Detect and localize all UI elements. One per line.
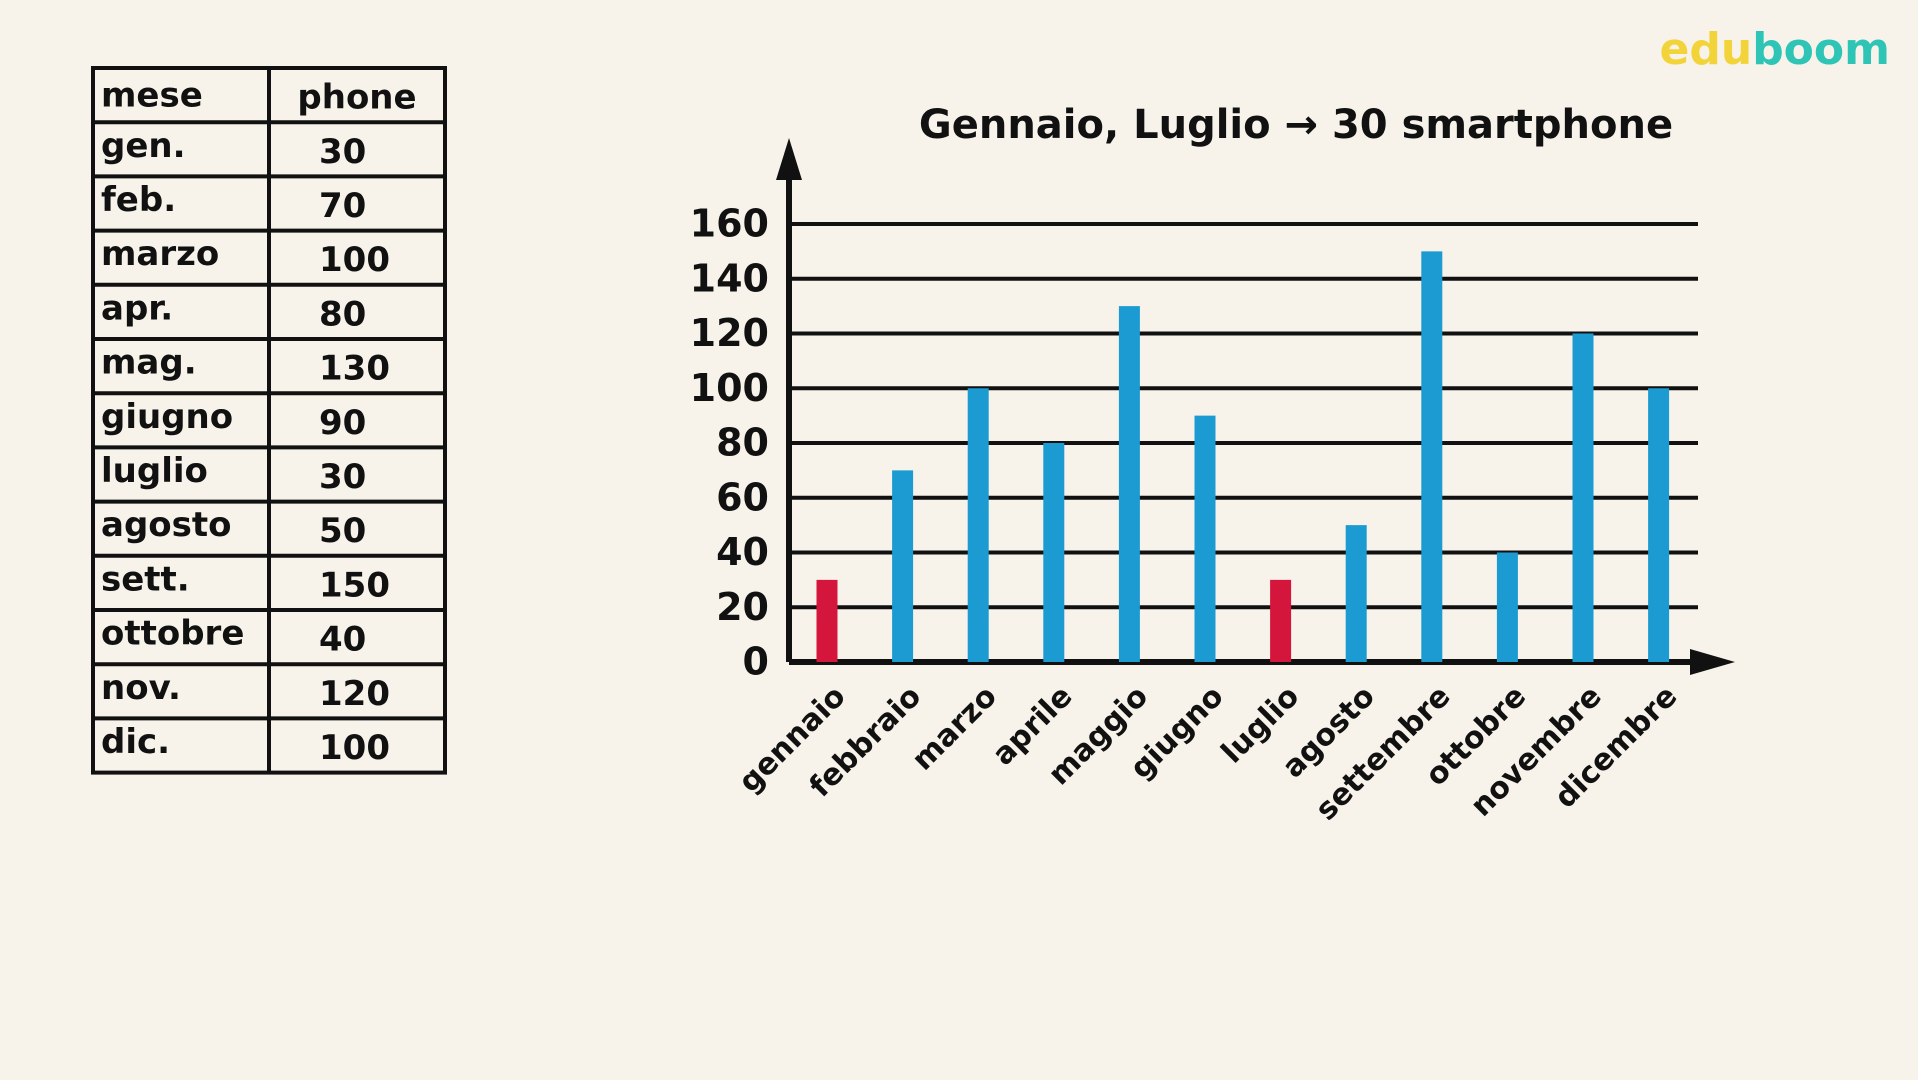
bar: [1421, 251, 1443, 662]
table-cell: 80: [319, 294, 366, 334]
y-axis-arrow: [776, 138, 802, 180]
table-cell: 100: [319, 240, 390, 280]
y-tick-label: 0: [743, 640, 769, 684]
logo-part: edu: [1660, 24, 1753, 75]
axes: [776, 138, 1735, 675]
x-axis-arrow: [1690, 649, 1735, 675]
bar: [1043, 443, 1065, 662]
y-tick-label: 100: [690, 366, 769, 410]
y-tick-label: 60: [716, 475, 769, 519]
table-cell: agosto: [101, 505, 232, 545]
table-header: phone: [297, 78, 416, 118]
table-cell: 50: [319, 511, 366, 551]
table-cell: mag.: [101, 343, 197, 383]
table-cell: apr.: [101, 288, 173, 328]
y-tick-label: 40: [716, 530, 769, 574]
table-cell: 30: [319, 457, 366, 497]
y-tick-label: 80: [716, 421, 769, 465]
table-cell: 30: [319, 132, 366, 172]
y-tick-label: 120: [690, 311, 769, 355]
table-cell: giugno: [101, 397, 233, 437]
bar: [816, 579, 838, 662]
table-cell: sett.: [101, 559, 190, 599]
table-cell: 120: [319, 674, 390, 714]
y-tick-label: 20: [716, 585, 769, 629]
bar: [1648, 388, 1670, 662]
bar: [1194, 415, 1216, 662]
table-cell: ottobre: [101, 614, 244, 654]
table-cell: 70: [319, 186, 366, 226]
table-cell: 100: [319, 728, 390, 768]
bar: [892, 470, 914, 662]
table-cell: 150: [319, 565, 390, 605]
y-tick-label: 140: [690, 256, 769, 300]
table-cell: luglio: [101, 451, 208, 491]
bar: [1118, 306, 1140, 662]
table-cell: marzo: [101, 234, 219, 274]
table-cell: nov.: [101, 668, 181, 708]
bar: [1572, 333, 1594, 662]
logo-part: boom: [1752, 24, 1890, 75]
table-cell: dic.: [101, 722, 170, 762]
bar: [1345, 525, 1367, 662]
table-header: mese: [101, 76, 203, 116]
table-cell: gen.: [101, 126, 186, 166]
table-cell: feb.: [101, 180, 176, 220]
bar: [967, 388, 989, 662]
logo: eduboom: [1660, 24, 1890, 75]
chart-title: Gennaio, Luglio → 30 smartphone: [919, 102, 1673, 148]
y-tick-label: 160: [690, 202, 769, 246]
table-cell: 130: [319, 349, 390, 389]
bar: [1496, 552, 1518, 662]
table-cell: 40: [319, 620, 366, 660]
table-cell: 90: [319, 403, 366, 443]
bar: [1270, 579, 1292, 662]
